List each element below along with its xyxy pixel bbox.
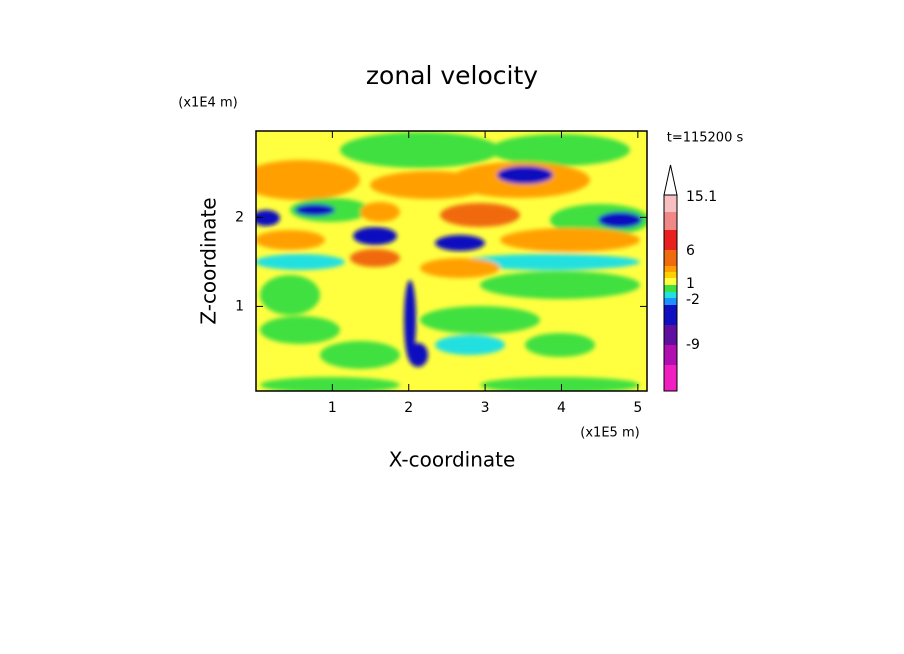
colorbar-box <box>664 292 677 298</box>
x-tick-label: 1 <box>328 400 337 416</box>
x-axis-label: X-coordinate <box>389 448 516 472</box>
x-tick-label: 3 <box>481 400 490 416</box>
y-tick-label: 1 <box>235 298 244 314</box>
chart-title: zonal velocity <box>366 61 538 90</box>
colorbar-label: -2 <box>686 292 700 308</box>
y-unit: (x1E4 m) <box>178 96 237 111</box>
colorbar-box <box>664 230 677 250</box>
colorbar-frame <box>663 194 678 392</box>
colorbar-box <box>664 285 677 292</box>
colorbar-box <box>664 212 677 230</box>
x-tick-label: 4 <box>557 400 566 416</box>
y-tick-label: 2 <box>235 209 244 225</box>
colorbar-box <box>664 298 677 305</box>
colorbar-box <box>664 345 677 365</box>
colorbar-box <box>664 305 677 325</box>
colorbar-box <box>664 266 677 272</box>
x-tick-label: 5 <box>633 400 642 416</box>
colorbar-box <box>664 365 677 391</box>
contour-field <box>256 131 647 391</box>
x-unit: (x1E5 m) <box>580 426 639 441</box>
colorbar-box <box>664 278 677 285</box>
colorbar-box <box>664 195 677 212</box>
colorbar-box <box>664 325 677 345</box>
colorbar <box>663 164 678 392</box>
colorbar-label: 1 <box>686 276 695 292</box>
y-axis-label: Z-coordinate <box>197 197 221 324</box>
colorbar-box <box>664 272 677 278</box>
colorbar-box <box>664 250 677 266</box>
plot-frame <box>255 130 648 392</box>
colorbar-label: -9 <box>686 337 700 353</box>
time-label: t=115200 s <box>667 131 744 146</box>
x-tick-label: 2 <box>404 400 413 416</box>
colorbar-label: 6 <box>686 243 695 259</box>
colorbar-label: 15.1 <box>686 189 717 205</box>
colorbar-arrow <box>663 164 678 196</box>
